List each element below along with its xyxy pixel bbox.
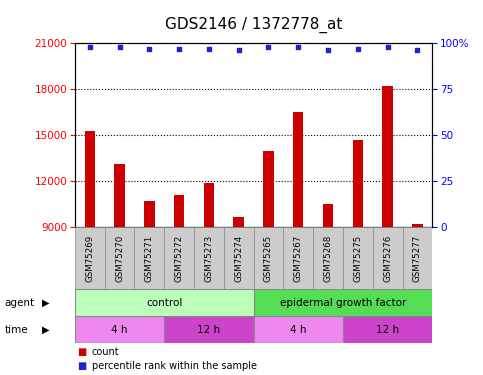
Text: GSM75270: GSM75270 <box>115 235 124 282</box>
Point <box>235 48 242 54</box>
Bar <box>75 227 105 289</box>
Bar <box>383 86 393 227</box>
Point <box>86 44 94 50</box>
Text: epidermal growth factor: epidermal growth factor <box>280 298 406 307</box>
Bar <box>353 140 363 227</box>
Text: GSM75267: GSM75267 <box>294 235 303 282</box>
Text: control: control <box>146 298 183 307</box>
Bar <box>85 130 95 227</box>
Text: ■: ■ <box>77 347 86 357</box>
Text: ■: ■ <box>77 361 86 371</box>
Bar <box>402 227 432 289</box>
Text: GSM75268: GSM75268 <box>324 235 332 282</box>
Point <box>324 48 332 54</box>
Text: GSM75276: GSM75276 <box>383 235 392 282</box>
Bar <box>194 227 224 289</box>
Text: GSM75275: GSM75275 <box>354 235 362 282</box>
Bar <box>144 201 155 227</box>
Bar <box>105 227 134 289</box>
Text: agent: agent <box>5 298 35 307</box>
Text: GSM75271: GSM75271 <box>145 235 154 282</box>
Bar <box>313 227 343 289</box>
Bar <box>174 195 185 227</box>
Text: GSM75277: GSM75277 <box>413 235 422 282</box>
Text: ▶: ▶ <box>42 298 50 307</box>
Text: time: time <box>5 325 28 334</box>
Point <box>145 46 153 52</box>
Bar <box>323 204 333 227</box>
Bar <box>373 227 402 289</box>
Text: GSM75273: GSM75273 <box>204 235 213 282</box>
Bar <box>233 216 244 227</box>
Text: percentile rank within the sample: percentile rank within the sample <box>92 361 257 371</box>
Bar <box>263 150 274 227</box>
Bar <box>75 289 254 316</box>
Bar <box>75 316 164 343</box>
Text: 4 h: 4 h <box>111 325 128 334</box>
Point <box>354 46 362 52</box>
Point <box>205 46 213 52</box>
Point <box>265 44 272 50</box>
Point <box>384 44 392 50</box>
Bar <box>224 227 254 289</box>
Text: GSM75269: GSM75269 <box>85 235 94 282</box>
Bar <box>204 183 214 227</box>
Bar <box>164 316 254 343</box>
Point <box>116 44 124 50</box>
Bar <box>254 227 284 289</box>
Bar <box>254 316 343 343</box>
Text: 12 h: 12 h <box>376 325 399 334</box>
Point <box>175 46 183 52</box>
Bar <box>293 112 303 227</box>
Bar <box>254 289 432 316</box>
Text: GSM75265: GSM75265 <box>264 235 273 282</box>
Text: 12 h: 12 h <box>198 325 220 334</box>
Bar <box>343 316 432 343</box>
Point <box>413 48 421 54</box>
Bar <box>164 227 194 289</box>
Text: ▶: ▶ <box>42 325 50 334</box>
Text: count: count <box>92 347 119 357</box>
Bar <box>412 224 423 227</box>
Bar <box>284 227 313 289</box>
Bar <box>343 227 373 289</box>
Text: GSM75274: GSM75274 <box>234 235 243 282</box>
Bar <box>134 227 164 289</box>
Bar <box>114 164 125 227</box>
Text: GDS2146 / 1372778_at: GDS2146 / 1372778_at <box>165 17 342 33</box>
Text: 4 h: 4 h <box>290 325 307 334</box>
Point <box>295 44 302 50</box>
Text: GSM75272: GSM75272 <box>175 235 184 282</box>
